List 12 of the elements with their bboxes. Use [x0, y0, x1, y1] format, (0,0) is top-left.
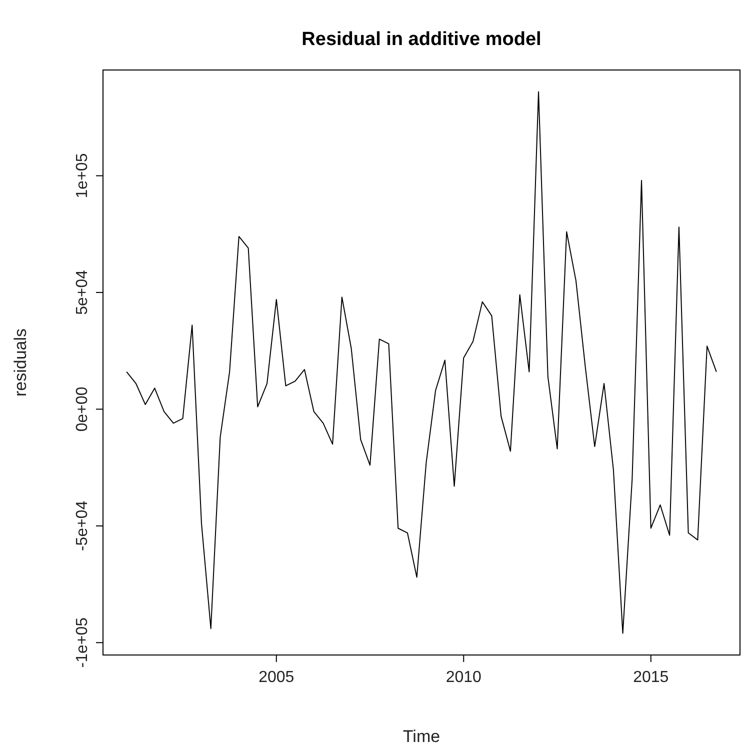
- y-tick-label: -5e+04: [74, 500, 91, 552]
- y-tick-label: 1e+05: [74, 153, 91, 198]
- x-tick-label: 2015: [633, 669, 669, 686]
- y-axis-title: residuals: [11, 328, 30, 397]
- x-tick-label: 2010: [446, 669, 482, 686]
- y-tick-label: -1e+05: [74, 617, 91, 668]
- chart-title: Residual in additive model: [302, 29, 542, 50]
- y-tick-label: 0e+00: [74, 386, 91, 432]
- y-tick-label: 5e+04: [74, 270, 91, 315]
- line-series: [126, 91, 717, 634]
- x-tick-label: 2005: [258, 669, 294, 686]
- x-axis-title: Time: [402, 727, 440, 746]
